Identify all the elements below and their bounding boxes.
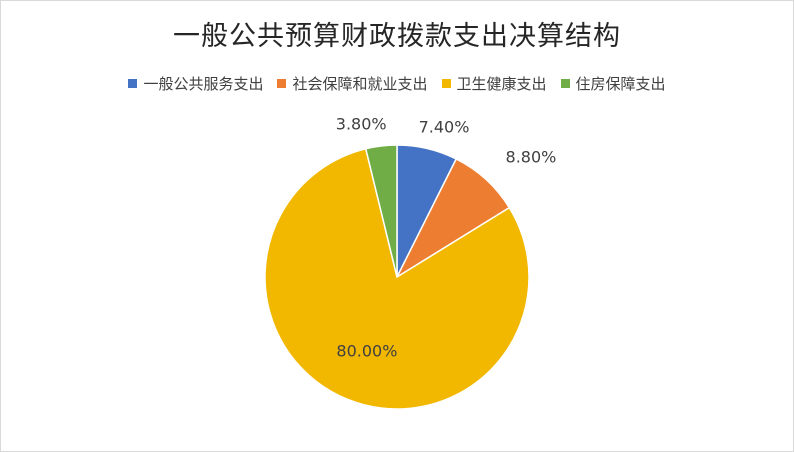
legend-label: 住房保障支出 (575, 75, 666, 93)
pie-slice-health (264, 147, 530, 410)
legend-swatch (441, 79, 451, 88)
legend-item-housing: 住房保障支出 (560, 73, 666, 94)
data-label-health: 80.00% (336, 341, 397, 360)
legend-item-social-security: 社会保障和就业支出 (277, 73, 428, 94)
legend-swatch (128, 79, 138, 88)
legend-label: 卫生健康支出 (456, 75, 547, 93)
legend-item-health: 卫生健康支出 (441, 73, 547, 94)
legend-item-general-public-services: 一般公共服务支出 (128, 73, 263, 94)
data-label-general-public-services: 7.40% (419, 118, 470, 137)
legend-swatch (560, 79, 570, 88)
legend: 一般公共服务支出 社会保障和就业支出 卫生健康支出 住房保障支出 (0, 73, 794, 94)
legend-label: 社会保障和就业支出 (292, 75, 428, 93)
chart-title: 一般公共预算财政拨款支出决算结构 (173, 21, 621, 52)
legend-swatch (277, 79, 287, 88)
data-label-housing: 3.80% (336, 115, 387, 134)
pie-slice-housing (364, 144, 398, 278)
data-label-social-security: 8.80% (506, 147, 557, 166)
legend-label: 一般公共服务支出 (143, 75, 264, 93)
